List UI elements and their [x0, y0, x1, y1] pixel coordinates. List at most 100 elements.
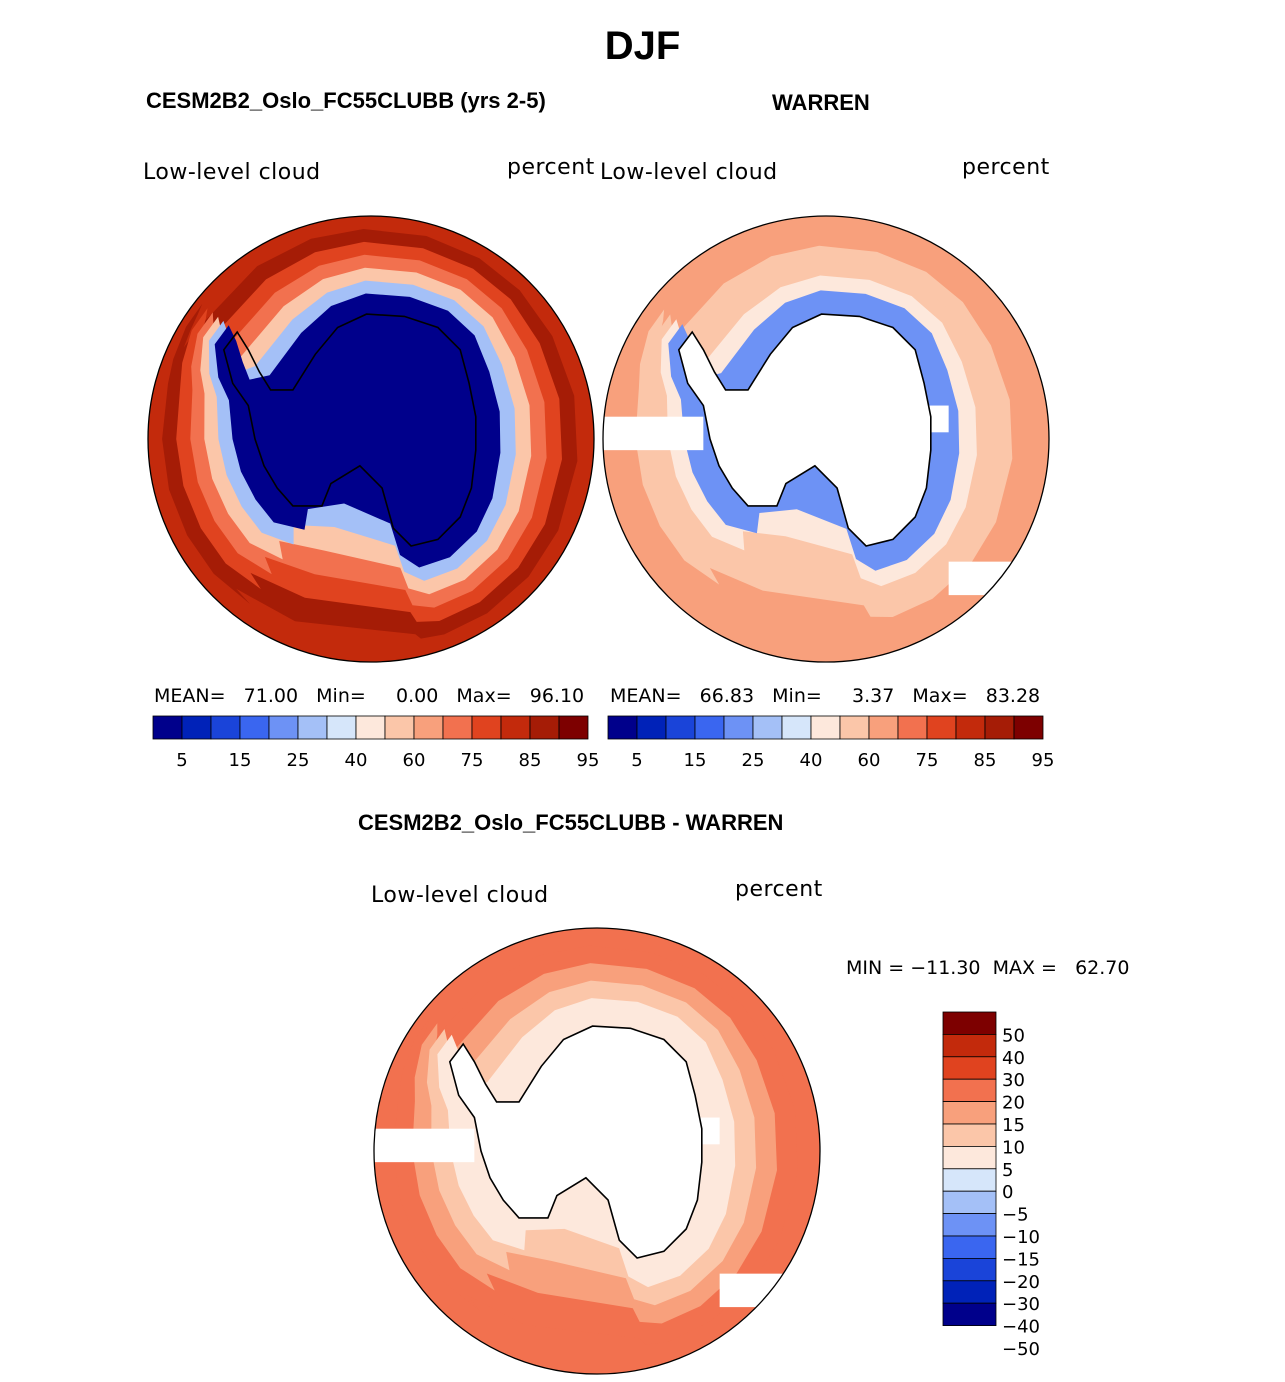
model-colorbar-tick-label: 5	[176, 750, 187, 771]
model-colorbar-tick-label: 75	[461, 750, 484, 771]
diff-missing-data-area	[374, 1128, 475, 1163]
diff-colorbar-tick-label: 20	[1002, 1093, 1025, 1114]
model-colorbar-box	[268, 715, 299, 740]
model-colorbar-tick-label: 85	[519, 750, 542, 771]
model-colorbar-tick-label: 95	[577, 750, 600, 771]
obs-colorbar-tick-label: 75	[916, 750, 939, 771]
obs-colorbar-tick-label: 15	[684, 750, 707, 771]
model-colorbar-box	[297, 715, 328, 740]
diff-colorbar-tick-label: −50	[1002, 1339, 1040, 1360]
model-colorbar-tick-label: 60	[403, 750, 426, 771]
obs-colorbar-box	[1013, 715, 1044, 740]
model-colorbar-box	[529, 715, 560, 740]
model-colorbar-box	[471, 715, 502, 740]
diff-colorbar-box	[942, 1190, 997, 1214]
obs-missing-data-area	[948, 561, 1049, 596]
obs-colorbar-box	[636, 715, 667, 740]
diff-map-border	[373, 927, 821, 1375]
model-units-label: percent	[507, 155, 595, 180]
diff-colorbar-box	[942, 1011, 997, 1035]
model-colorbar-tick-label: 25	[287, 750, 310, 771]
diff-variable-label: Low-level cloud	[371, 883, 549, 908]
model-colorbar-box	[500, 715, 531, 740]
diff-colorbar-tick-label: −5	[1002, 1205, 1029, 1226]
obs-missing-data-area	[892, 405, 949, 433]
obs-colorbar-box	[607, 715, 638, 740]
obs-colorbar-box	[926, 715, 957, 740]
model-colorbar-box	[355, 715, 386, 740]
model-panel-title: CESM2B2_Oslo_FC55CLUBB (yrs 2-5)	[146, 88, 546, 113]
obs-colorbar-box	[752, 715, 783, 740]
model-variable-label: Low-level cloud	[143, 160, 321, 185]
obs-colorbar-box	[868, 715, 899, 740]
diff-map	[374, 928, 820, 1374]
obs-colorbar-box	[665, 715, 696, 740]
obs-colorbar-box	[897, 715, 928, 740]
diff-colorbar-tick-label: 50	[1002, 1025, 1025, 1046]
model-colorbar-box	[384, 715, 415, 740]
diff-colorbar-box	[942, 1101, 997, 1125]
diff-colorbar-box	[942, 1280, 997, 1304]
figure-title: DJF	[604, 24, 681, 68]
model-colorbar-box	[152, 715, 183, 740]
model-map	[148, 216, 594, 662]
model-colorbar-box	[181, 715, 212, 740]
model-map-border	[147, 215, 595, 663]
diff-colorbar-tick-label: 5	[1002, 1160, 1013, 1181]
obs-variable-label: Low-level cloud	[600, 160, 778, 185]
model-colorbar-box	[210, 715, 241, 740]
model-colorbar-box	[558, 715, 589, 740]
diff-colorbar-box	[942, 1146, 997, 1170]
model-coastline	[222, 313, 477, 547]
obs-land-mask	[678, 314, 931, 546]
diff-panel-title: CESM2B2_Oslo_FC55CLUBB - WARREN	[358, 810, 784, 835]
obs-map	[603, 216, 1049, 662]
diff-colorbar-box	[942, 1034, 997, 1058]
obs-colorbar-box	[781, 715, 812, 740]
diff-colorbar-tick-label: −10	[1002, 1227, 1040, 1248]
diff-colorbar-tick-label: −15	[1002, 1249, 1040, 1270]
diff-missing-data-area	[663, 1117, 720, 1145]
model-colorbar-box	[326, 715, 357, 740]
diff-colorbar-box	[942, 1302, 997, 1326]
obs-colorbar-tick-label: 60	[858, 750, 881, 771]
model-colorbar-box	[413, 715, 444, 740]
diff-colorbar-box	[942, 1078, 997, 1102]
diff-colorbar-box	[942, 1235, 997, 1259]
model-colorbar-tick-label: 40	[345, 750, 368, 771]
diff-land-mask	[449, 1026, 702, 1258]
diff-colorbar-box	[942, 1258, 997, 1282]
model-colorbar-box	[442, 715, 473, 740]
diff-colorbar-tick-label: 40	[1002, 1048, 1025, 1069]
diff-units-label: percent	[735, 877, 823, 902]
obs-coastline	[677, 313, 932, 547]
diff-stats: MIN = −11.30 MAX = 62.70	[846, 957, 1130, 979]
obs-colorbar-box	[839, 715, 870, 740]
diff-colorbar-box	[942, 1168, 997, 1192]
diff-colorbar-tick-label: 0	[1002, 1182, 1013, 1203]
obs-colorbar-box	[810, 715, 841, 740]
diff-colorbar-tick-label: −20	[1002, 1272, 1040, 1293]
obs-colorbar-box	[955, 715, 986, 740]
diff-colorbar-tick-label: −30	[1002, 1294, 1040, 1315]
model-stats: MEAN= 71.00 Min= 0.00 Max= 96.10	[154, 685, 585, 707]
diff-colorbar-box	[942, 1213, 997, 1237]
obs-colorbar-tick-label: 5	[631, 750, 642, 771]
obs-stats: MEAN= 66.83 Min= 3.37 Max= 83.28	[610, 685, 1041, 707]
diff-colorbar-box	[942, 1056, 997, 1080]
model-colorbar: 5 15 25 40 60 75 85 95	[152, 715, 600, 771]
obs-map-border	[602, 215, 1050, 663]
obs-colorbar-tick-label: 95	[1032, 750, 1055, 771]
diff-colorbar-tick-label: 15	[1002, 1115, 1025, 1136]
diff-colorbar-box	[942, 1123, 997, 1147]
model-colorbar-tick-label: 15	[229, 750, 252, 771]
obs-missing-data-area	[603, 416, 704, 451]
obs-colorbar-tick-label: 25	[742, 750, 765, 771]
diff-colorbar-tick-label: 30	[1002, 1070, 1025, 1091]
obs-colorbar-box	[694, 715, 725, 740]
diff-colorbar-tick-label: −40	[1002, 1317, 1040, 1338]
obs-units-label: percent	[962, 155, 1050, 180]
model-colorbar-box	[239, 715, 270, 740]
